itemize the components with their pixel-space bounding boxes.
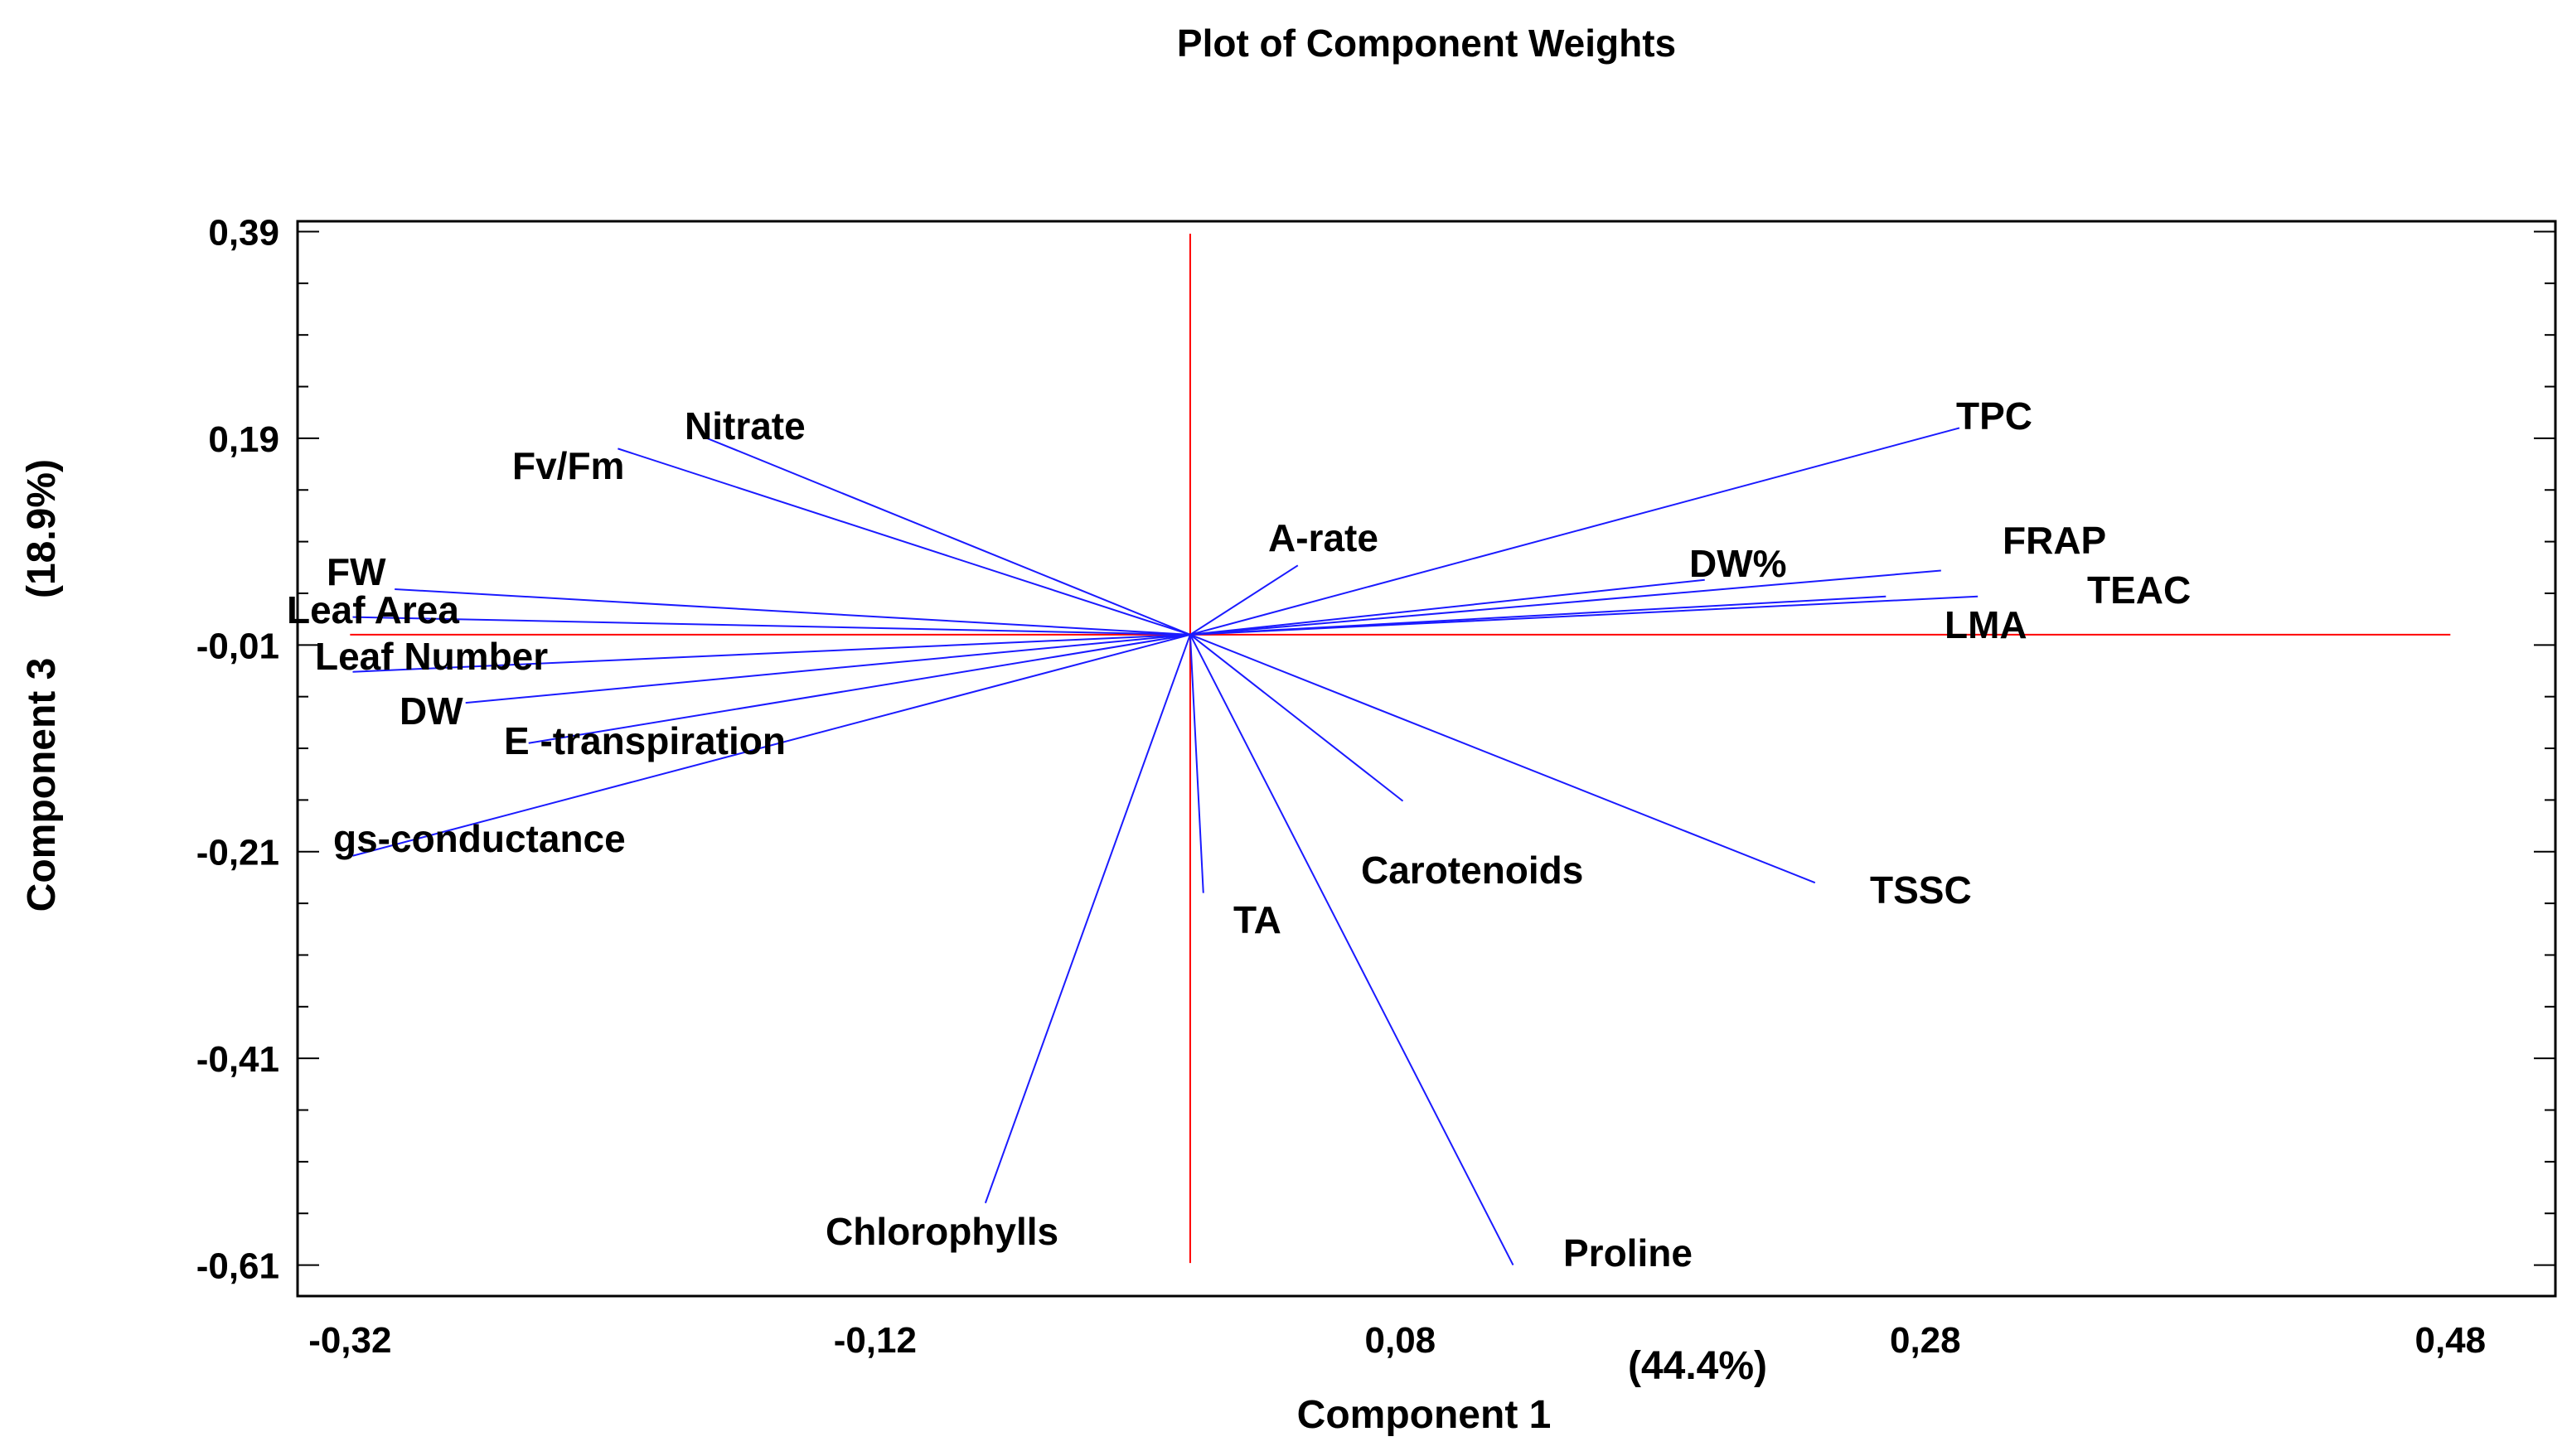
label-tpc: TPC <box>1956 394 2032 438</box>
label-dw: DW% <box>1689 542 1787 585</box>
y-tick-label: -0,61 <box>196 1246 279 1287</box>
x-variance-label: (44.4%) <box>1628 1344 1767 1388</box>
label-leaf-area: Leaf Area <box>287 588 459 631</box>
label-a-rate: A-rate <box>1268 516 1378 559</box>
label-gs-conductance: gs-conductance <box>333 817 626 860</box>
vector-leaf-number <box>352 633 1190 673</box>
x-tick-label: 0,28 <box>1890 1320 1961 1361</box>
label-fv-fm: Fv/Fm <box>512 444 624 487</box>
vector-a-rate <box>1189 564 1299 636</box>
vector-ta <box>1189 634 1204 893</box>
x-tick-label: 0,48 <box>2414 1320 2486 1361</box>
y-tick-label: -0,41 <box>196 1039 279 1080</box>
vector-tssc <box>1189 633 1816 884</box>
y-tick-label: 0,39 <box>208 212 279 253</box>
y-tick-label: 0,19 <box>208 419 279 460</box>
vector-proline <box>1189 634 1514 1266</box>
vector-leaf-area <box>352 616 1190 636</box>
label-carotenoids: Carotenoids <box>1361 849 1583 892</box>
vector-frap <box>1189 569 1941 636</box>
vector-tpc <box>1189 427 1960 636</box>
chart-title: Plot of Component Weights <box>1177 22 1676 65</box>
label-chlorophylls: Chlorophylls <box>826 1210 1058 1253</box>
vector-fw <box>395 588 1190 636</box>
x-tick-label: -0,32 <box>308 1320 391 1361</box>
label-tssc: TSSC <box>1870 868 1972 912</box>
vector-teac <box>1189 595 1979 636</box>
y-variance-label: (18.9%) <box>20 459 64 598</box>
label-ta: TA <box>1233 898 1281 941</box>
vector-dw <box>1189 578 1705 636</box>
axis-ticks <box>298 230 2555 1266</box>
label-lma: LMA <box>1945 603 2027 646</box>
vector-fv-fm <box>618 447 1191 636</box>
axis-tick-labels: -0,32 -0,12 0,08 0,28 0,48 0,39 0,19 -0,01 -0,21… <box>196 212 2486 1361</box>
vector-e-transpiration <box>528 633 1191 744</box>
plot-frame <box>296 220 2557 1298</box>
x-axis-label: Component 1 <box>1297 1393 1552 1437</box>
y-axis-label: Component 3 <box>20 658 64 912</box>
label-proline: Proline <box>1563 1231 1693 1275</box>
vector-lma <box>1189 595 1887 636</box>
label-dw: DW <box>400 689 463 733</box>
vector-dw <box>465 633 1191 704</box>
x-tick-label: 0,08 <box>1365 1320 1436 1361</box>
vector-gs-conductance <box>352 633 1191 857</box>
label-leaf-number: Leaf Number <box>315 635 548 678</box>
label-teac: TEAC <box>2087 568 2191 612</box>
label-e-transpiration: E -transpiration <box>504 719 786 762</box>
vector-lines <box>352 427 1979 1266</box>
reference-lines <box>350 233 2451 1264</box>
label-fw: FW <box>327 550 386 593</box>
vector-carotenoids <box>1189 634 1404 802</box>
vector-nitrate <box>706 437 1191 636</box>
x-tick-label: -0,12 <box>834 1320 917 1361</box>
label-nitrate: Nitrate <box>685 404 806 447</box>
y-tick-label: -0,21 <box>196 833 279 873</box>
y-tick-label: -0,01 <box>196 626 279 666</box>
vector-chlorophylls <box>984 634 1191 1204</box>
label-frap: FRAP <box>2003 519 2106 562</box>
